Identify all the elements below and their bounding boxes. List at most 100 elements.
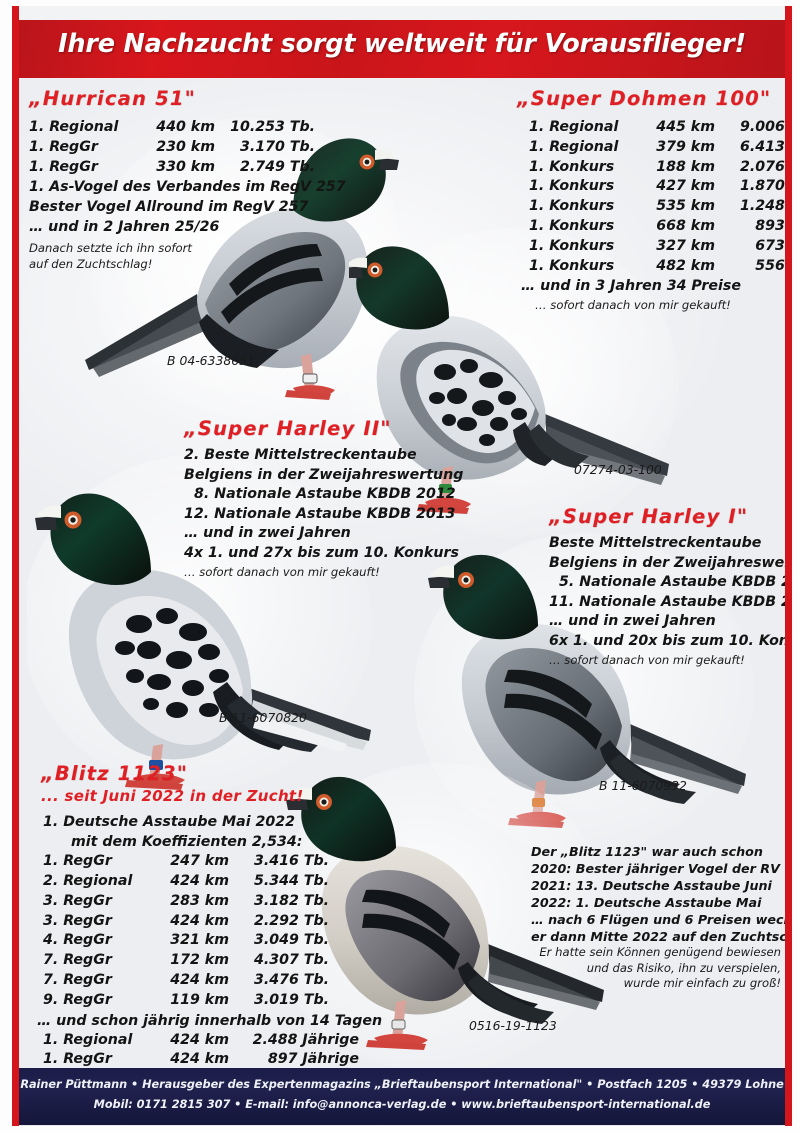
pigeon-photo-hurrican-51: [79, 98, 399, 428]
cell-distance: 247 km: [170, 853, 229, 870]
ring-number-harley2: B 11-6070820: [219, 710, 307, 725]
cell-place: 1. Regional: [43, 1031, 133, 1048]
ring-number-hurrican: B 04-6338651: [167, 353, 255, 368]
intro-line: mit dem Koeffizienten 2,534:: [71, 833, 303, 850]
cell-place: 3. RegGr: [43, 912, 112, 929]
cell-distance: 535 km: [656, 198, 715, 215]
note-line: auf den Zuchtschlag!: [29, 256, 153, 271]
ring-number-dohmen: 07274-03-100: [574, 462, 662, 477]
table-row: 1. Konkurs 427 km 1.870 Tb.: [529, 177, 785, 197]
cell-place: 9. RegGr: [43, 991, 112, 1008]
cell-distance: 424 km: [170, 912, 229, 929]
table-row: 1. Konkurs 327 km 673 Tb.: [529, 237, 785, 257]
achievement-line: … und schon jährig innerhalb von 14 Tage…: [37, 1012, 383, 1029]
pigeon-photo-super-harley-2: [27, 438, 377, 798]
achievement-line: Belgiens in der Zweijahreswertung: [184, 466, 464, 483]
ring-number-blitz: 0516-19-1123: [469, 1018, 557, 1033]
note-line: Danach setzte ich ihn sofort: [29, 241, 192, 256]
cell-birds: 3.170 Tb.: [239, 138, 315, 155]
cell-distance: 379 km: [656, 138, 715, 155]
results-table-dohmen: 1. Regional 445 km 9.006 Tb. 1. Regional…: [529, 118, 785, 276]
content-area: „Hurrican 51" 1. Regional 440 km 10.253 …: [19, 78, 785, 1068]
cell-distance: 668 km: [656, 217, 715, 234]
table-row: 1. RegGr 247 km 3.416 Tb.: [43, 852, 382, 872]
cell-birds: 9.006 Tb.: [739, 119, 785, 135]
achievement-line: Beste Mittelstreckentaube: [549, 535, 762, 551]
achievement-line: … und in zwei Jahren: [549, 613, 716, 630]
story-line: Der „Blitz 1123" war auch schon: [531, 844, 763, 859]
achievement-line: Bester Vogel Allround im RegV 257: [29, 199, 309, 216]
cell-distance: 424 km: [170, 872, 229, 889]
achievement-line: … und in 3 Jahren 34 Preise: [521, 278, 741, 295]
header-banner: Ihre Nachzucht sorgt weltweit für Voraus…: [19, 20, 785, 78]
achievement-line: Belgiens in der Zweijahreswertung: [549, 554, 785, 571]
achievement-line: 11. Nationale Astaube KBDB 2013: [549, 593, 785, 610]
cell-place: 4. RegGr: [43, 932, 112, 949]
table-row: 1. Regional 445 km 9.006 Tb.: [529, 118, 785, 138]
results-table-blitz: 1. RegGr 247 km 3.416 Tb. 2. Regional 42…: [43, 852, 382, 1010]
footer-band: Rainer Püttmann • Herausgeber des Expert…: [19, 1068, 785, 1125]
cell-place: 1. Konkurs: [529, 217, 615, 234]
cell-distance: 119 km: [170, 991, 229, 1008]
story-line: … nach 6 Flügen und 6 Preisen wechselte: [531, 912, 785, 927]
table-row: 1. Konkurs 188 km 2.076 Tb.: [529, 158, 785, 178]
section-heading-hurrican: „Hurrican 51": [29, 87, 196, 110]
cell-distance: 424 km: [170, 1051, 229, 1068]
achievement-line: 12. Nationale Astaube KBDB 2013: [184, 505, 456, 522]
cell-birds: 893 Tb.: [755, 217, 785, 234]
table-row: 1. Konkurs 482 km 556 Tb.: [529, 257, 785, 277]
table-row: 2. Regional 424 km 5.344 Tb.: [43, 872, 382, 892]
cell-birds: 1.248 Tb.: [739, 198, 785, 215]
ring-number-harley1: B 11-6070932: [599, 778, 687, 793]
cell-birds: 3.182 Tb.: [253, 892, 329, 909]
section-heading-blitz: „Blitz 1123": [41, 762, 189, 785]
section-heading-harley2: „Super Harley II": [184, 417, 392, 440]
footer-contact-line: Mobil: 0171 2815 307 • E-mail: info@anno…: [93, 1098, 711, 1111]
table-row: 1. Konkurs 535 km 1.248 Tb.: [529, 197, 785, 217]
intro-line: 1. Deutsche Asstaube Mai 2022: [43, 814, 296, 830]
cell-distance: 330 km: [156, 158, 215, 175]
section-hurrican-51: „Hurrican 51" 1. Regional 440 km 10.253 …: [29, 87, 346, 272]
cell-birds: 2.292 Tb.: [253, 912, 329, 929]
cell-place: 1. RegGr: [29, 158, 98, 175]
achievement-line: 5. Nationale Astaube KBDB 2012: [559, 574, 785, 591]
cell-place: 2. Regional: [43, 872, 133, 889]
page-title: Ihre Nachzucht sorgt weltweit für Voraus…: [58, 29, 746, 59]
cell-place: 1. Konkurs: [529, 198, 615, 215]
cell-birds: 1.870 Tb.: [739, 178, 785, 195]
cell-distance: 327 km: [656, 237, 715, 254]
cell-birds: 10.253 Tb.: [230, 119, 315, 135]
cell-place: 3. RegGr: [43, 892, 112, 909]
cell-distance: 440 km: [156, 119, 215, 135]
section-subheading-blitz: ... seit Juni 2022 in der Zucht!: [41, 787, 304, 805]
cell-distance: 427 km: [656, 178, 715, 195]
story-line: er dann Mitte 2022 auf den Zuchtschlag!: [531, 929, 785, 944]
cell-distance: 424 km: [170, 971, 229, 988]
cell-distance: 482 km: [656, 257, 715, 274]
note-line: … sofort danach von mir gekauft!: [184, 564, 380, 579]
note-line: wurde mir einfach zu groß!: [623, 976, 781, 990]
table-row: 1. RegGr 330 km 2.749 Tb.: [29, 158, 346, 178]
results-table-hurrican: 1. Regional 440 km 10.253 Tb. 1. RegGr 2…: [29, 118, 346, 177]
cell-place: 7. RegGr: [43, 952, 112, 969]
table-row: 1. Konkurs 668 km 893 Tb.: [529, 217, 785, 237]
table-row: 1. RegGr 230 km 3.170 Tb.: [29, 138, 346, 158]
cell-birds: 2.488 Jährige: [252, 1031, 359, 1048]
note-line: … sofort danach von mir gekauft!: [535, 298, 731, 313]
section-super-harley-2: „Super Harley II" 2. Beste Mittelstrecke…: [184, 417, 463, 580]
table-row: 4. RegGr 321 km 3.049 Tb.: [43, 931, 382, 951]
story-line: 2020: Bester jähriger Vogel der RV: [531, 861, 780, 876]
cell-birds: 4.307 Tb.: [253, 952, 329, 969]
cell-birds: 5.344 Tb.: [253, 872, 329, 889]
cell-birds: 3.019 Tb.: [253, 991, 329, 1008]
achievement-line: 6x 1. und 20x bis zum 10. Konkurs: [549, 632, 785, 649]
cell-place: 1. Konkurs: [529, 158, 615, 175]
cell-distance: 321 km: [170, 932, 229, 949]
pigeon-photo-super-dohmen-100: [349, 208, 679, 548]
story-line: 2021: 13. Deutsche Asstaube Juni: [531, 878, 772, 893]
achievement-line: 2. Beste Mittelstreckentaube: [184, 447, 417, 463]
cell-place: 1. Konkurs: [529, 257, 615, 274]
cell-distance: 445 km: [656, 119, 715, 135]
cell-distance: 230 km: [156, 138, 215, 155]
